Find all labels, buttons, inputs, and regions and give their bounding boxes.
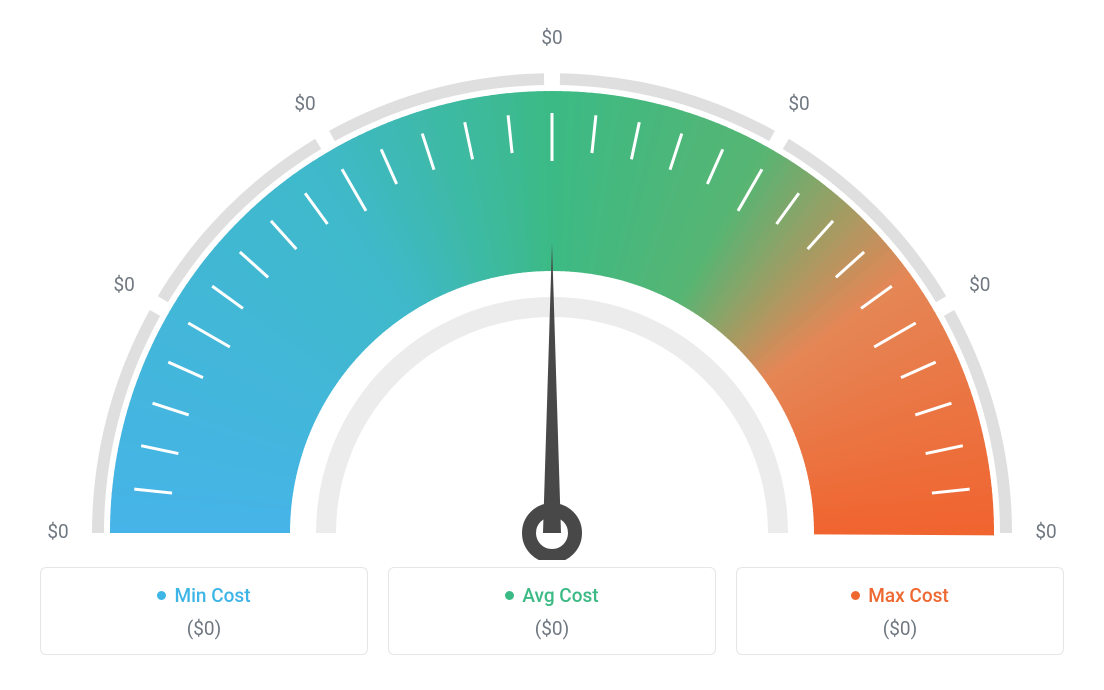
legend-title-max: Max Cost xyxy=(747,584,1053,607)
gauge-svg: $0 $0 $0 $0 $0 $0 $0 xyxy=(0,0,1104,560)
legend-card-avg: Avg Cost ($0) xyxy=(388,567,716,655)
legend-value-avg: ($0) xyxy=(399,617,705,640)
legend-label-min: Min Cost xyxy=(174,584,250,607)
legend-label-max: Max Cost xyxy=(868,584,948,607)
gauge-tick-label: $0 xyxy=(788,92,809,115)
gauge-tick-label: $0 xyxy=(114,273,135,296)
gauge-tick-label: $0 xyxy=(969,273,990,296)
gauge-chart: $0 $0 $0 $0 $0 $0 $0 xyxy=(0,0,1104,555)
gauge-tick-label: $0 xyxy=(294,92,315,115)
legend-card-min: Min Cost ($0) xyxy=(40,567,368,655)
legend-value-max: ($0) xyxy=(747,617,1053,640)
legend-row: Min Cost ($0) Avg Cost ($0) Max Cost ($0… xyxy=(0,567,1104,655)
gauge-needle xyxy=(543,243,561,533)
legend-title-min: Min Cost xyxy=(51,584,357,607)
gauge-tick-label: $0 xyxy=(1035,520,1056,543)
legend-dot-avg xyxy=(505,591,514,600)
legend-card-max: Max Cost ($0) xyxy=(736,567,1064,655)
gauge-tick-label: $0 xyxy=(47,520,68,543)
legend-dot-min xyxy=(157,591,166,600)
legend-title-avg: Avg Cost xyxy=(399,584,705,607)
legend-dot-max xyxy=(851,591,860,600)
legend-value-min: ($0) xyxy=(51,617,357,640)
legend-label-avg: Avg Cost xyxy=(522,584,598,607)
gauge-tick-label: $0 xyxy=(541,26,562,49)
